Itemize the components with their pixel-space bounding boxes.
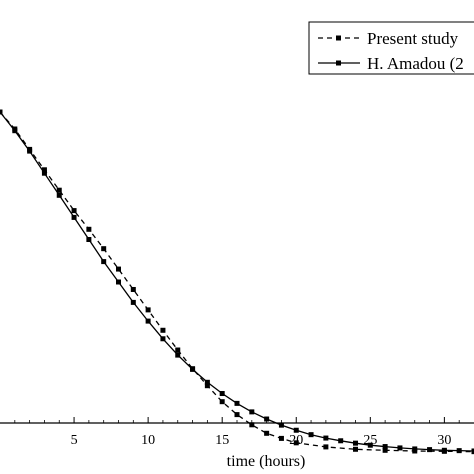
- series-1-point: [382, 444, 388, 450]
- series-0-point: [323, 444, 329, 450]
- series-line-0: [0, 111, 474, 453]
- series-1-point: [353, 440, 358, 446]
- series-0-point: [278, 435, 284, 441]
- x-tick-label: 5: [71, 433, 78, 448]
- series-1-point: [471, 448, 474, 454]
- series-1-point: [41, 170, 47, 176]
- x-tick-label: 15: [215, 433, 229, 448]
- series-1-point: [86, 237, 92, 242]
- series-1-point: [190, 366, 196, 372]
- series-1-point: [175, 352, 181, 358]
- legend: Present study H. Amadou (2: [308, 21, 474, 75]
- series-0-point: [160, 327, 166, 333]
- series-1-point: [145, 318, 151, 324]
- series-0-point: [56, 187, 62, 193]
- series-1-point: [367, 442, 373, 448]
- series-1-point: [116, 279, 121, 285]
- x-tick-label: 10: [141, 433, 155, 448]
- series-0-point: [116, 266, 121, 272]
- series-1-point: [323, 435, 329, 441]
- series-0-point: [219, 399, 225, 405]
- x-axis-label: time (hours): [227, 453, 306, 470]
- plot-area: [0, 109, 474, 455]
- series-1-point: [338, 438, 344, 444]
- series-0-point: [145, 307, 151, 313]
- series-1-point: [204, 379, 210, 385]
- series-1-point: [101, 259, 107, 265]
- series-1-point: [0, 109, 3, 115]
- series-1-point: [441, 447, 447, 453]
- series-1-point: [412, 446, 418, 452]
- series-1-point: [456, 448, 462, 454]
- series-0-point: [249, 422, 255, 428]
- series-0-point: [86, 226, 92, 232]
- series-1-point: [71, 214, 77, 220]
- legend-label-1: H. Amadou (2: [367, 54, 464, 73]
- series-0-point: [264, 430, 270, 436]
- legend-label-0: Present study: [367, 29, 459, 48]
- series-1-point: [427, 447, 433, 453]
- series-line-1: [0, 111, 474, 452]
- series-1-point: [130, 299, 136, 305]
- series-0-point: [353, 446, 358, 452]
- series-0-point: [175, 347, 181, 353]
- series-0-point: [293, 440, 299, 446]
- series-0-point: [204, 383, 210, 389]
- series-0-point: [71, 208, 77, 214]
- series-1-point: [249, 409, 255, 415]
- series-1-point: [160, 336, 166, 342]
- x-tick-label: 20: [289, 433, 303, 448]
- series-1-point: [293, 427, 299, 433]
- series-0-point: [41, 167, 47, 173]
- series-0-point: [101, 246, 107, 252]
- legend-marker-0: [336, 35, 341, 41]
- series-0-point: [130, 286, 136, 292]
- series-1-point: [27, 148, 33, 154]
- series-0-point: [234, 412, 240, 418]
- series-1-point: [12, 128, 18, 134]
- series-1-point: [219, 391, 225, 397]
- x-tick-label: 30: [437, 433, 451, 448]
- axes: 5 10 15 20 25 30: [0, 417, 474, 448]
- series-1-point: [56, 192, 62, 198]
- series-1-point: [308, 432, 314, 438]
- series-1-point: [278, 422, 284, 428]
- legend-marker-1: [336, 60, 341, 66]
- x-tick-label: 25: [363, 433, 377, 448]
- series-0-point: [382, 447, 388, 453]
- series-1-point: [234, 400, 240, 406]
- series-1-point: [397, 445, 403, 451]
- series-1-point: [264, 416, 270, 422]
